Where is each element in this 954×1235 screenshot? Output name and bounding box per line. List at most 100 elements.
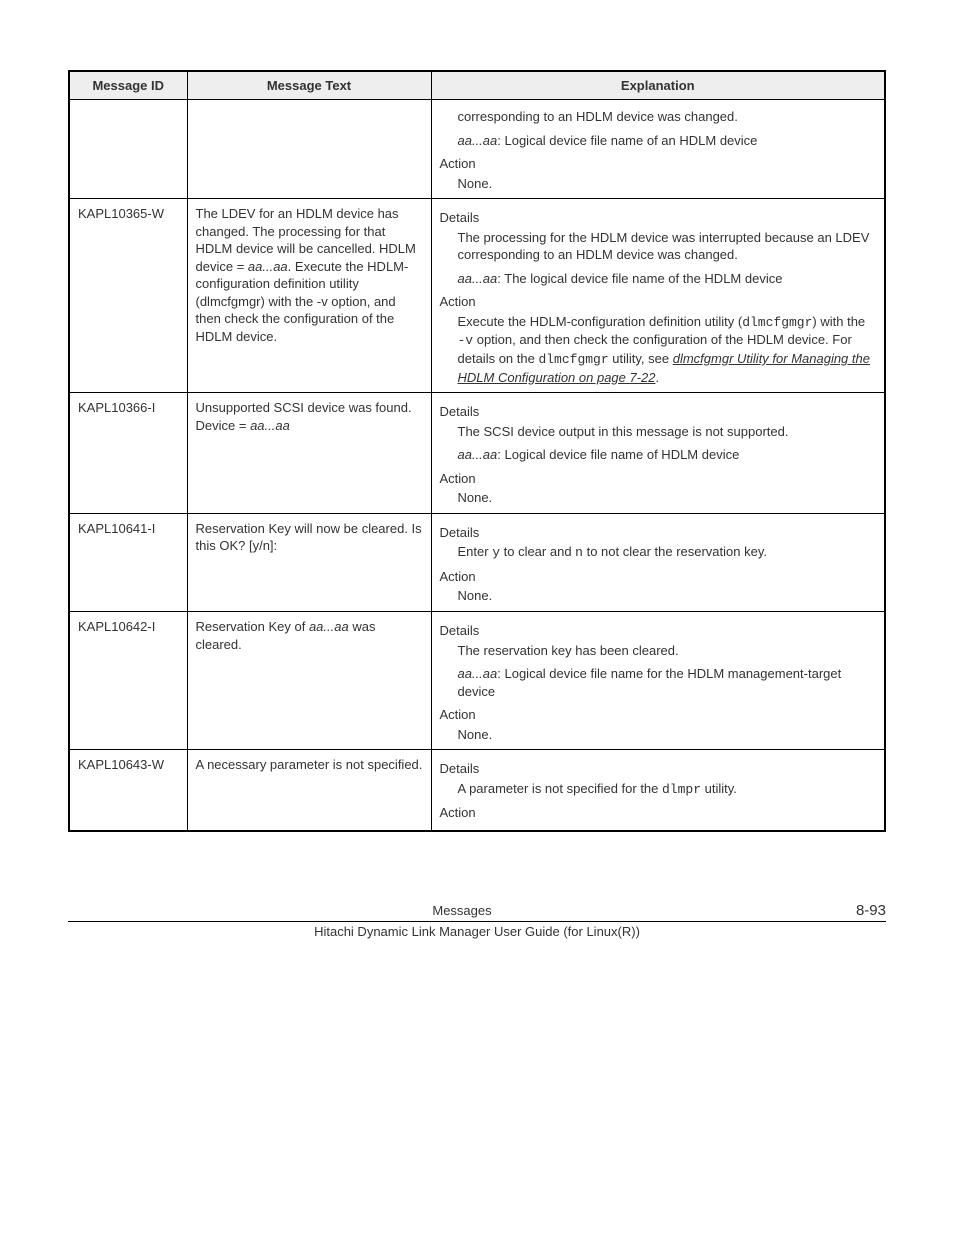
- text-run: The processing for the HDLM device was i…: [458, 230, 870, 263]
- text-run: Action: [440, 471, 476, 486]
- cell-message-text: The LDEV for an HDLM device has changed.…: [187, 199, 431, 393]
- explanation-heading: Action: [440, 568, 877, 586]
- cell-message-id: KAPL10366-I: [69, 393, 187, 514]
- explanation-body: aa...aa: Logical device file name of HDL…: [458, 446, 877, 464]
- text-run: Details: [440, 525, 480, 540]
- text-run: dlmcfgmgr: [742, 315, 812, 330]
- text-run: .: [656, 370, 660, 385]
- text-run: to not clear the reservation key.: [583, 544, 767, 559]
- explanation-body: None.: [458, 587, 877, 605]
- text-run: Details: [440, 404, 480, 419]
- explanation-heading: Action: [440, 293, 877, 311]
- table-row: KAPL10366-I Unsupported SCSI device was f…: [69, 393, 885, 514]
- footer-doc-title: Hitachi Dynamic Link Manager User Guide …: [68, 924, 886, 939]
- explanation-heading: Details: [440, 760, 877, 778]
- text-run: y: [492, 545, 500, 560]
- text-run: None.: [458, 176, 493, 191]
- text-run: Details: [440, 210, 480, 225]
- text-run: Unsupported SCSI device was found. Devic…: [196, 400, 412, 433]
- text-run: Enter: [458, 544, 493, 559]
- explanation-body: None.: [458, 175, 877, 193]
- explanation-body: corresponding to an HDLM device was chan…: [458, 108, 877, 126]
- explanation-heading: Action: [440, 470, 877, 488]
- text-run: Action: [440, 805, 476, 820]
- text-run: n: [575, 545, 583, 560]
- text-run: utility, see: [609, 351, 673, 366]
- cell-message-id: KAPL10365-W: [69, 199, 187, 393]
- text-run: A parameter is not specified for the: [458, 781, 663, 796]
- cell-message-text: Reservation Key will now be cleared. Is …: [187, 513, 431, 611]
- text-run: utility.: [701, 781, 737, 796]
- text-run: aa...aa: [309, 619, 349, 634]
- text-run: : The logical device file name of the HD…: [497, 271, 782, 286]
- cell-explanation: Details The processing for the HDLM devic…: [431, 199, 885, 393]
- explanation-body: The SCSI device output in this message i…: [458, 423, 877, 441]
- explanation-body: The processing for the HDLM device was i…: [458, 229, 877, 264]
- text-run: A necessary parameter is not specified.: [196, 757, 423, 772]
- text-run: dlmpr: [662, 782, 701, 797]
- text-run: Reservation Key of: [196, 619, 309, 634]
- cell-explanation: Details A parameter is not specified for …: [431, 750, 885, 831]
- explanation-body: Enter y to clear and n to not clear the …: [458, 543, 877, 562]
- table-row: KAPL10365-WThe LDEV for an HDLM device h…: [69, 199, 885, 393]
- text-run: aa...aa: [250, 418, 290, 433]
- explanation-body: Execute the HDLM-configuration definitio…: [458, 313, 877, 386]
- explanation-body: A parameter is not specified for the dlm…: [458, 780, 877, 799]
- explanation-heading: Details: [440, 622, 877, 640]
- cell-message-id: [69, 100, 187, 199]
- text-run: -v: [458, 333, 474, 348]
- text-run: Reservation Key will now be cleared. Is …: [196, 521, 422, 554]
- text-run: dlmcfgmgr: [538, 352, 608, 367]
- explanation-body: The reservation key has been cleared.: [458, 642, 877, 660]
- explanation-body: None.: [458, 489, 877, 507]
- explanation-heading: Action: [440, 706, 877, 724]
- message-text-block: A necessary parameter is not specified.: [196, 756, 423, 774]
- footer-rule: [68, 921, 886, 922]
- messages-table: Message ID Message Text Explanation corr…: [68, 70, 886, 832]
- cell-message-id: KAPL10643-W: [69, 750, 187, 831]
- message-text-block: The LDEV for an HDLM device has changed.…: [196, 205, 423, 345]
- explanation-heading: Action: [440, 804, 877, 822]
- text-run: None.: [458, 727, 493, 742]
- page-footer: Messages 8-93 Hitachi Dynamic Link Manag…: [68, 902, 886, 939]
- explanation-body: None.: [458, 726, 877, 744]
- cell-message-id: KAPL10642-I: [69, 612, 187, 750]
- explanation-heading: Details: [440, 524, 877, 542]
- text-run: The SCSI device output in this message i…: [458, 424, 789, 439]
- text-run: Details: [440, 623, 480, 638]
- explanation-body: aa...aa: Logical device file name of an …: [458, 132, 877, 150]
- col-header-message-id: Message ID: [69, 71, 187, 100]
- text-run: Action: [440, 294, 476, 309]
- explanation-heading: Details: [440, 209, 877, 227]
- cell-message-text: [187, 100, 431, 199]
- text-run: Action: [440, 707, 476, 722]
- explanation-heading: Action: [440, 155, 877, 173]
- col-header-explanation: Explanation: [431, 71, 885, 100]
- cell-explanation: Details Enter y to clear and n to not cle…: [431, 513, 885, 611]
- cell-explanation: Details The reservation key has been clea…: [431, 612, 885, 750]
- cell-message-id: KAPL10641-I: [69, 513, 187, 611]
- table-row: KAPL10641-I Reservation Key will now be c…: [69, 513, 885, 611]
- text-run: : Logical device file name of HDLM devic…: [497, 447, 739, 462]
- text-run: Action: [440, 569, 476, 584]
- col-header-message-text: Message Text: [187, 71, 431, 100]
- table-row: KAPL10642-I Reservation Key of aa...aa wa…: [69, 612, 885, 750]
- cell-message-text: Unsupported SCSI device was found. Devic…: [187, 393, 431, 514]
- page: Message ID Message Text Explanation corr…: [0, 0, 954, 979]
- text-run: aa...aa: [458, 271, 498, 286]
- text-run: to clear and: [500, 544, 575, 559]
- message-text-block: Reservation Key of aa...aa was cleared.: [196, 618, 423, 653]
- text-run: ) with the: [812, 314, 865, 329]
- text-run: Details: [440, 761, 480, 776]
- table-row: KAPL10643-W A necessary parameter is not …: [69, 750, 885, 831]
- footer-section-title: Messages: [68, 903, 856, 918]
- text-run: aa...aa: [458, 666, 498, 681]
- cell-explanation: corresponding to an HDLM device was chan…: [431, 100, 885, 199]
- cell-explanation: Details The SCSI device output in this me…: [431, 393, 885, 514]
- text-run: aa...aa: [458, 133, 498, 148]
- cell-message-text: Reservation Key of aa...aa was cleared.: [187, 612, 431, 750]
- text-run: None.: [458, 588, 493, 603]
- text-run: The reservation key has been cleared.: [458, 643, 679, 658]
- message-text-block: Unsupported SCSI device was found. Devic…: [196, 399, 423, 434]
- footer-page-number: 8-93: [856, 902, 886, 919]
